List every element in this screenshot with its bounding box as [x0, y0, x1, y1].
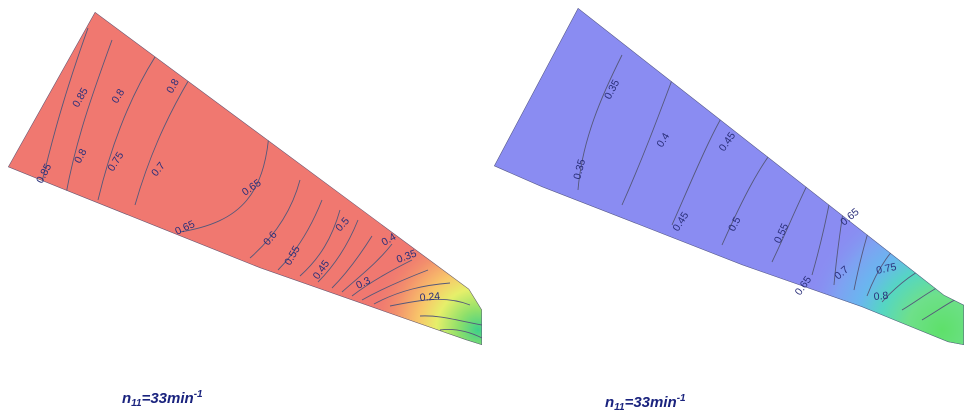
left-contour-panel: 0.85 0.8 0.8 0.85 0.8 0.75 0.7 0.65 0.65…	[8, 12, 482, 409]
contour-label: 0.75	[875, 261, 898, 277]
caption-eq: =33min	[624, 394, 677, 411]
caption-sub: 11	[614, 402, 625, 413]
right-caption: n11=33min-1	[605, 393, 686, 413]
caption-sup: -1	[676, 393, 686, 404]
caption-sub: 11	[131, 398, 142, 409]
contour-label: 0.35	[571, 158, 588, 181]
right-contour-plot: 0.35 0.35 0.4 0.45 0.45 0.5 0.55 0.65 0.…	[494, 8, 964, 345]
left-contour-plot: 0.85 0.8 0.8 0.85 0.8 0.75 0.7 0.65 0.65…	[8, 12, 482, 345]
caption-var: n	[605, 394, 615, 411]
right-contour-panel: 0.35 0.35 0.4 0.45 0.45 0.5 0.55 0.65 0.…	[482, 0, 964, 417]
caption-var: n	[122, 390, 132, 407]
left-caption: n11=33min-1	[122, 389, 203, 409]
contour-label: 0.3	[354, 275, 372, 292]
caption-sup: -1	[193, 389, 203, 400]
contour-label: 0.8	[873, 290, 889, 303]
contour-label: 0.24	[419, 290, 441, 304]
caption-eq: =33min	[141, 390, 194, 407]
